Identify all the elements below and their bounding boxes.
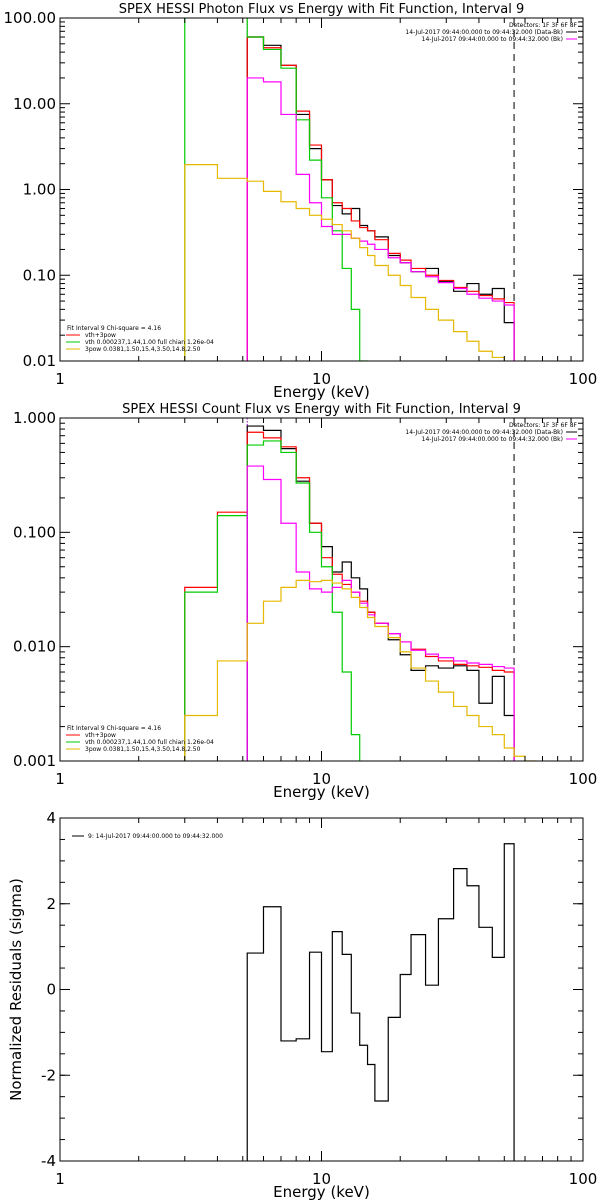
y-tick-label: -4	[41, 1152, 56, 1170]
plot-area	[184, 18, 515, 361]
photon-series-4	[184, 164, 505, 361]
y-tick-label: 1.000	[13, 409, 56, 427]
legend-header-line: 14-Jul-2017 09:44:00.000 to 09:44:32.000…	[422, 436, 563, 443]
y-tick-label: 0.01	[23, 352, 56, 370]
x-tick-label: 10	[312, 770, 331, 788]
x-tick-label: 100	[569, 1170, 598, 1188]
x-tick-label: 1	[55, 770, 65, 788]
y-tick-label: 0	[46, 981, 56, 999]
legend-entry: vth+3pow	[85, 332, 116, 339]
plot-area	[184, 418, 537, 761]
residuals-panel: 1 10 100 -4 -2 0 2 4 Energy (keV) Normalized Resi…	[7, 809, 597, 1200]
count-flux-panel: 1 10 100 0.001 0.010 0.100 1.000 SPEX HESSI Cou…	[13, 402, 598, 801]
x-tick-label: 1	[55, 1170, 65, 1188]
legend-entry: 9: 14-Jul-2017 09:44:00.000 to 09:44:32.…	[88, 833, 223, 840]
x-axis-label: Energy (keV)	[273, 1183, 370, 1200]
legend-header-line: Detectors: 1F 3F 6F 8F	[509, 422, 578, 429]
y-tick-label: 100.00	[4, 9, 57, 27]
y-tick-label: 0.010	[13, 638, 56, 656]
panel-title: SPEX HESSI Count Flux vs Energy with Fit…	[122, 402, 521, 417]
legend-entry: vth 0.000237,1.44,1.00 full chian 1.26e-…	[85, 339, 214, 346]
photon-series-3	[246, 77, 515, 361]
count-series-4	[184, 579, 537, 761]
x-axis-label: Energy (keV)	[273, 783, 370, 801]
x-tick-label: 10	[312, 370, 331, 388]
legend-entry: 3pow 0.0381,1.50,15.4,3.50,14.8,2.50	[85, 346, 201, 353]
count-series-0	[246, 425, 515, 761]
y-tick-label: 1.00	[23, 181, 56, 199]
y-tick-label: 0.100	[13, 523, 56, 541]
y-tick-label: 10.00	[13, 95, 56, 113]
photon-series-2	[184, 18, 369, 361]
y-tick-label: 2	[46, 895, 56, 913]
panel-title: SPEX HESSI Photon Flux vs Energy with Fi…	[119, 2, 525, 17]
count-series-3	[246, 465, 515, 761]
legend-entry: vth 0.000237,1.44,1.00 full chian 1.26e-…	[85, 739, 214, 746]
legend-entry: Fit Interval 9 Chi-square = 4.16	[67, 325, 161, 332]
photon-series-0	[246, 36, 515, 361]
legend-entry: 3pow 0.0381,1.50,15.4,3.50,14.8,2.50	[85, 746, 201, 753]
legend-entry: vth+3pow	[85, 732, 116, 739]
y-tick-label: 0.10	[23, 266, 56, 284]
x-tick-label: 10	[312, 1170, 331, 1188]
x-tick-label: 100	[569, 770, 598, 788]
y-tick-label: 4	[46, 809, 56, 827]
legend-header-line: 14-Jul-2017 09:44:00.000 to 09:44:32.000…	[405, 429, 563, 436]
photon-series-1	[246, 36, 515, 361]
plot-area	[246, 843, 515, 1161]
photon-flux-panel: 1 10 100 0.01 0.10 1.00 10.00 100.00 SPEX HESSI …	[4, 2, 598, 401]
y-tick-label: -2	[41, 1066, 56, 1084]
legend-header-line: 14-Jul-2017 09:44:00.000 to 09:44:32.000…	[405, 29, 563, 36]
x-axis-label: Energy (keV)	[273, 383, 370, 401]
legend-header-line: 14-Jul-2017 09:44:00.000 to 09:44:32.000…	[422, 36, 563, 43]
legend-entry: Fit Interval 9 Chi-square = 4.16	[67, 725, 161, 732]
residual-series-0	[246, 843, 515, 1161]
legend-header-line: Detectors: 1F 3F 6F 8F	[509, 22, 578, 29]
y-axis-label: Normalized Residuals (sigma)	[7, 878, 25, 1101]
x-tick-label: 1	[55, 370, 65, 388]
x-tick-label: 100	[569, 370, 598, 388]
y-tick-label: 0.001	[13, 752, 56, 770]
